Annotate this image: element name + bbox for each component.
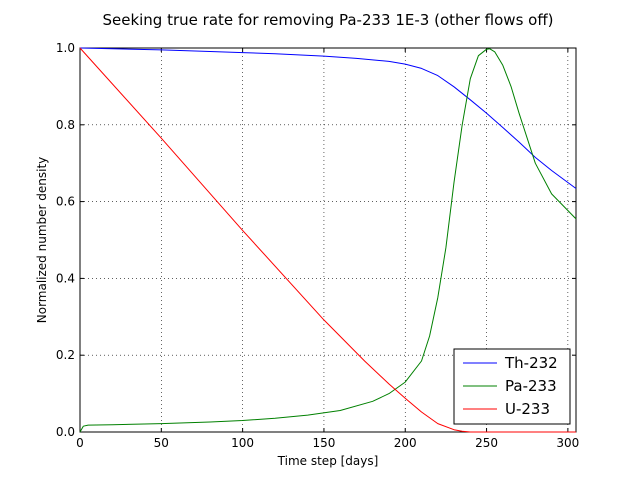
y-tick-label: 0.4 [56, 271, 75, 285]
series-lines [79, 47, 577, 433]
x-tick-label: 0 [76, 436, 84, 450]
legend-label: Th-232 [504, 354, 558, 372]
y-tick-label: 0.2 [56, 348, 75, 362]
series-line-th-232 [79, 47, 577, 189]
plot-area-frame [79, 47, 577, 433]
y-tick-label: 0.6 [56, 195, 75, 209]
chart-title: Seeking true rate for removing Pa-233 1E… [102, 11, 553, 29]
y-axis-label: Normalized number density [35, 157, 49, 324]
legend: Th-232 Pa-233 U-233 [453, 348, 571, 425]
series-line-u-233 [79, 47, 576, 433]
series-line-pa-233 [79, 48, 577, 433]
y-axis: 0.0 0.2 0.4 0.6 0.8 1.0 [56, 41, 576, 439]
y-tick-label: 1.0 [56, 41, 75, 55]
legend-label: Pa-233 [505, 377, 557, 395]
x-tick-label: 150 [312, 436, 335, 450]
x-tick-label: 250 [475, 436, 498, 450]
x-tick-label: 50 [154, 436, 169, 450]
y-tick-label: 0.8 [56, 118, 75, 132]
x-axis-label: Time step [days] [277, 454, 379, 468]
x-tick-label: 300 [556, 436, 579, 450]
y-tick-label: 0.0 [56, 425, 75, 439]
x-tick-label: 200 [394, 436, 417, 450]
legend-label: U-233 [505, 400, 550, 418]
gridlines [80, 48, 576, 432]
x-tick-label: 100 [231, 436, 254, 450]
